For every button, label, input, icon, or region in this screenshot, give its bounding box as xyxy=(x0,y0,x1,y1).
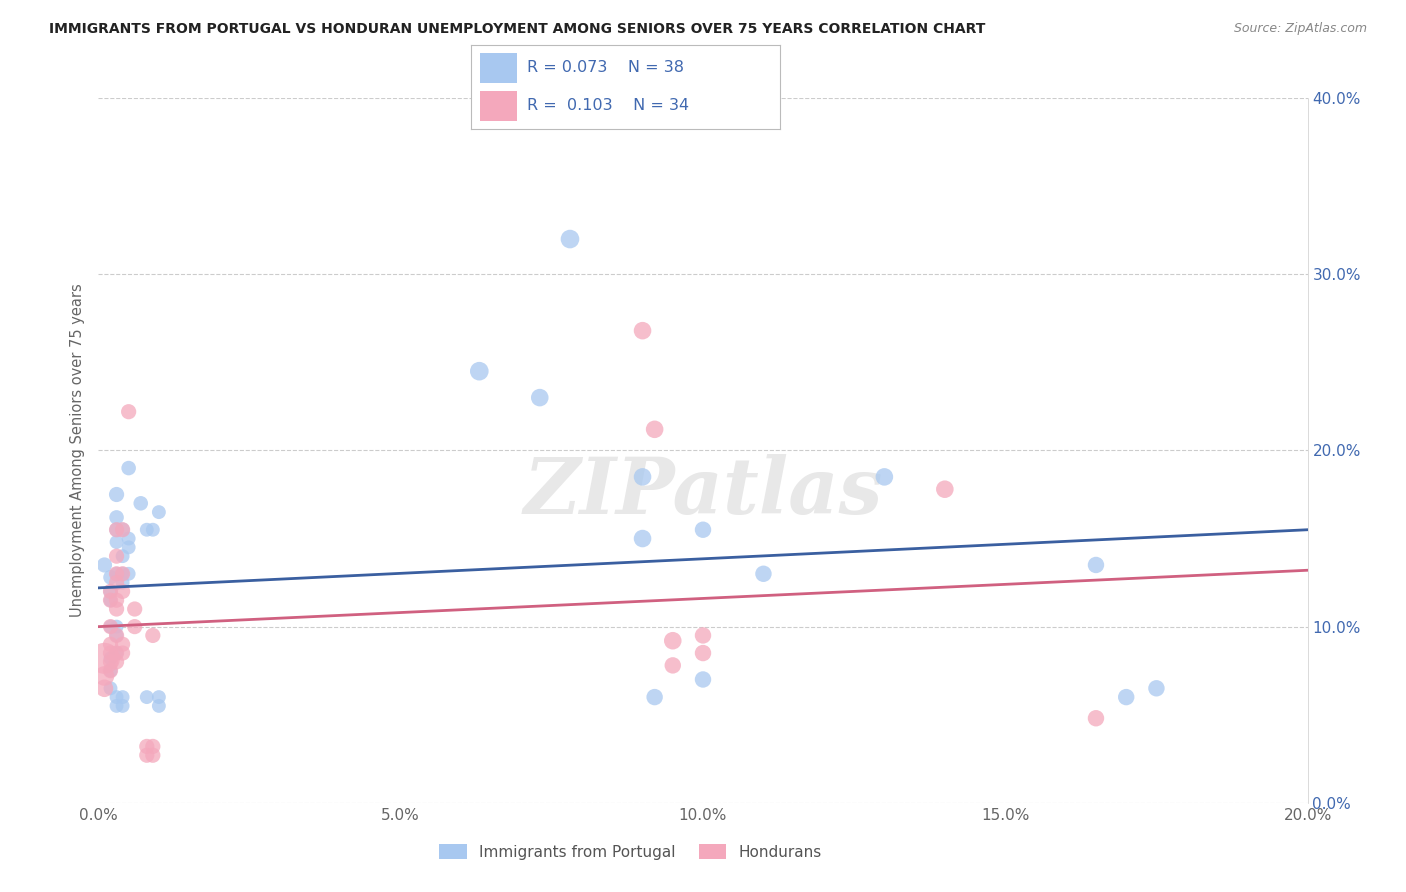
Point xyxy=(105,510,128,524)
Point xyxy=(142,523,165,537)
Text: IMMIGRANTS FROM PORTUGAL VS HONDURAN UNEMPLOYMENT AMONG SENIORS OVER 75 YEARS CO: IMMIGRANTS FROM PORTUGAL VS HONDURAN UNE… xyxy=(49,22,986,37)
Point xyxy=(873,470,896,484)
Point xyxy=(934,482,956,496)
Text: ZIPatlas: ZIPatlas xyxy=(523,455,883,531)
Point xyxy=(100,646,122,660)
Point xyxy=(93,681,115,696)
Point xyxy=(118,566,141,581)
Point xyxy=(142,628,165,642)
Point xyxy=(118,532,141,546)
Point xyxy=(100,593,122,607)
Point xyxy=(105,619,128,633)
Point xyxy=(148,505,170,519)
Point xyxy=(105,628,128,642)
Bar xyxy=(481,91,517,120)
Point xyxy=(644,690,666,705)
Text: R =  0.103    N = 34: R = 0.103 N = 34 xyxy=(527,98,689,113)
Point xyxy=(135,739,157,754)
Point xyxy=(105,523,128,537)
Point xyxy=(1085,711,1108,725)
Point xyxy=(105,523,128,537)
Point xyxy=(631,532,654,546)
Text: Source: ZipAtlas.com: Source: ZipAtlas.com xyxy=(1233,22,1367,36)
Point xyxy=(100,637,122,651)
Point xyxy=(124,619,146,633)
Point xyxy=(100,651,122,665)
Point xyxy=(105,690,128,705)
Point xyxy=(111,584,134,599)
Point xyxy=(100,584,122,599)
Point xyxy=(105,566,128,581)
Point xyxy=(111,646,134,660)
Point xyxy=(111,523,134,537)
Point xyxy=(100,593,122,607)
Point xyxy=(105,602,128,616)
Point xyxy=(105,487,128,501)
Point xyxy=(661,658,683,673)
Point xyxy=(148,698,170,713)
Point xyxy=(631,470,654,484)
Point xyxy=(135,690,157,705)
Point xyxy=(105,628,128,642)
Point xyxy=(100,664,122,678)
Point xyxy=(644,422,666,436)
Point xyxy=(124,602,146,616)
Point xyxy=(468,364,491,378)
Point xyxy=(111,549,134,564)
Point xyxy=(752,566,775,581)
Point xyxy=(142,748,165,763)
Point xyxy=(692,673,714,687)
Point xyxy=(135,523,157,537)
Point xyxy=(558,232,581,246)
Point xyxy=(93,669,115,683)
Point xyxy=(1085,558,1108,572)
Point xyxy=(100,664,122,678)
Point xyxy=(692,646,714,660)
Point xyxy=(100,584,122,599)
Point xyxy=(105,698,128,713)
Point xyxy=(631,324,654,338)
Point xyxy=(93,558,115,572)
Point xyxy=(105,646,128,660)
Legend: Immigrants from Portugal, Hondurans: Immigrants from Portugal, Hondurans xyxy=(433,838,828,865)
Point xyxy=(118,461,141,475)
Point xyxy=(148,690,170,705)
Point xyxy=(111,575,134,590)
Point xyxy=(105,655,128,669)
Bar xyxy=(481,54,517,83)
Point xyxy=(692,628,714,642)
Point xyxy=(93,651,115,665)
Point xyxy=(105,566,128,581)
Point xyxy=(105,549,128,564)
Point xyxy=(100,570,122,584)
Point xyxy=(1115,690,1137,705)
Point xyxy=(105,535,128,549)
Text: R = 0.073    N = 38: R = 0.073 N = 38 xyxy=(527,60,683,75)
Point xyxy=(111,523,134,537)
Point xyxy=(100,681,122,696)
Point xyxy=(105,575,128,590)
Point xyxy=(111,566,134,581)
Point xyxy=(1144,681,1167,696)
Point xyxy=(529,391,551,405)
Point xyxy=(100,619,122,633)
Point xyxy=(118,405,141,419)
Point xyxy=(129,496,152,510)
Point xyxy=(135,748,157,763)
Point xyxy=(692,523,714,537)
Point xyxy=(111,566,134,581)
Point xyxy=(111,637,134,651)
Point xyxy=(142,739,165,754)
Point xyxy=(105,593,128,607)
Point xyxy=(100,619,122,633)
Y-axis label: Unemployment Among Seniors over 75 years: Unemployment Among Seniors over 75 years xyxy=(70,284,86,617)
Point xyxy=(100,655,122,669)
Point xyxy=(111,698,134,713)
Point xyxy=(661,633,683,648)
Point xyxy=(105,646,128,660)
Point xyxy=(118,541,141,555)
Point xyxy=(111,690,134,705)
